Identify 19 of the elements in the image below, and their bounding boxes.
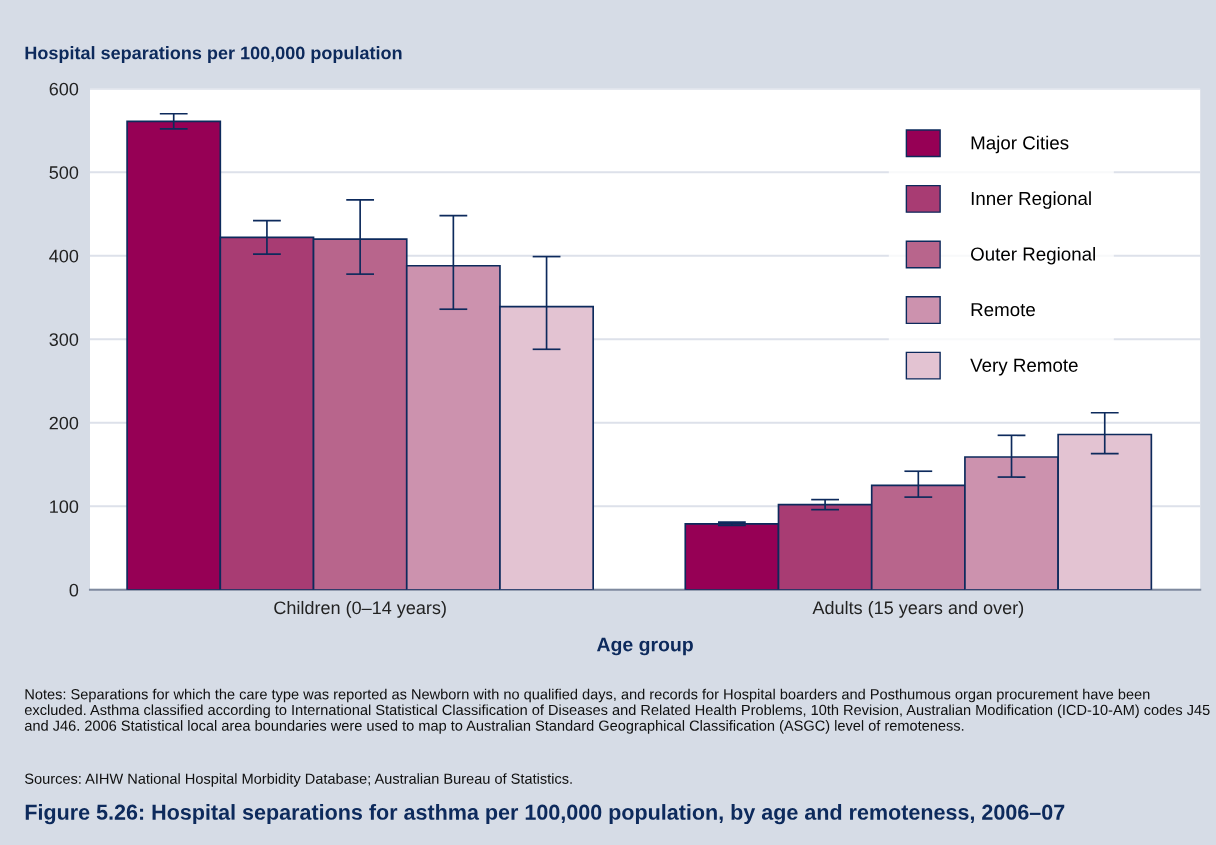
- y-tick-label: 200: [49, 416, 79, 430]
- legend-label: Major Cities: [971, 135, 1069, 154]
- legend-label: Outer Regional: [971, 246, 1095, 265]
- x-tick-label: Children (0–14 years): [274, 600, 446, 618]
- y-axis-title: Hospital separations per 100,000 population: [25, 46, 402, 63]
- x-tick-label: Adults (15 years and over): [812, 600, 1024, 618]
- legend-label: Inner Regional: [971, 191, 1091, 209]
- y-tick-label: 0: [69, 583, 79, 597]
- y-tick-label: 400: [49, 249, 79, 263]
- y-tick-label: 300: [49, 333, 79, 346]
- text: Figure 5.26: Hospital separations for asthma per 100,000 population, by age and remoteness, 2006–07: [25, 804, 1065, 825]
- y-tick-label: 500: [49, 166, 79, 179]
- legend-label: Remote: [971, 303, 1035, 317]
- y-tick-label: 600: [49, 82, 79, 96]
- text: Notes: Separations for which the care type was reported as Newborn with no qualified days, and records for Hospital boarders and Posthumous organ procurement have been excluded. Asthma classified according to International Statistical Classification of Diseases and Related Health Problems, 10th Revision, Australian Modification (ICD-10-AM) codes J45 and J46. 2006 Statistical local area boundaries were used to map to Australian Standard Geographical Classification (ASGC) level of remoteness.: [24, 688, 1210, 734]
- y-tick-label: 100: [50, 500, 79, 514]
- x-axis-title: Age group: [596, 637, 693, 656]
- source-note: Sources: AIHW National Hospital Morbidity Database; Australian Bureau of Statistics.: [24, 773, 572, 787]
- legend-label: Very Remote: [970, 358, 1078, 376]
